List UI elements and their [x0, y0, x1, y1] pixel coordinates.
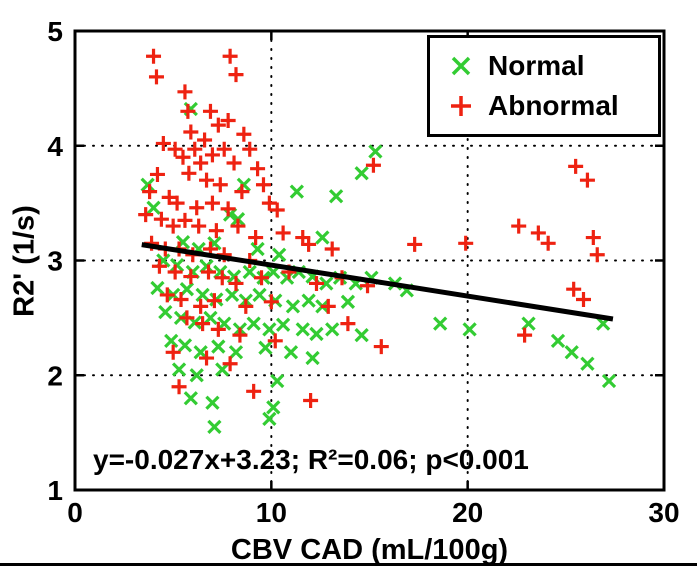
regression-line — [141, 242, 614, 322]
x-axis-label: CBV CAD (mL/100g) — [230, 534, 509, 566]
svg-text:1: 1 — [47, 475, 63, 506]
x-marker-icon — [451, 56, 471, 76]
plot-border — [73, 29, 666, 492]
tick-labels: 0 10 20 30 1 2 3 4 5 — [47, 16, 679, 528]
legend-label-normal: Normal — [488, 50, 585, 81]
svg-text:5: 5 — [47, 16, 63, 47]
normal-points — [140, 101, 617, 435]
svg-text:3: 3 — [47, 246, 63, 277]
legend-item-normal: Normal — [448, 46, 658, 86]
plus-marker-icon — [451, 96, 471, 116]
legend-label-abnormal: Abnormal — [488, 90, 619, 121]
bottom-divider — [0, 563, 697, 566]
svg-text:0: 0 — [67, 497, 83, 528]
svg-text:30: 30 — [648, 497, 679, 528]
svg-text:2: 2 — [47, 360, 63, 391]
y-axis-label: R2' (1/s) — [8, 205, 41, 317]
svg-text:10: 10 — [256, 497, 287, 528]
legend: Normal Abnormal — [427, 35, 661, 137]
legend-item-abnormal: Abnormal — [448, 86, 658, 126]
abnormal-points — [138, 48, 605, 408]
fit-equation-annotation: y=-0.027x+3.23; R²=0.06; p<0.001 — [93, 444, 529, 475]
svg-text:4: 4 — [47, 131, 63, 162]
svg-text:20: 20 — [452, 497, 483, 528]
